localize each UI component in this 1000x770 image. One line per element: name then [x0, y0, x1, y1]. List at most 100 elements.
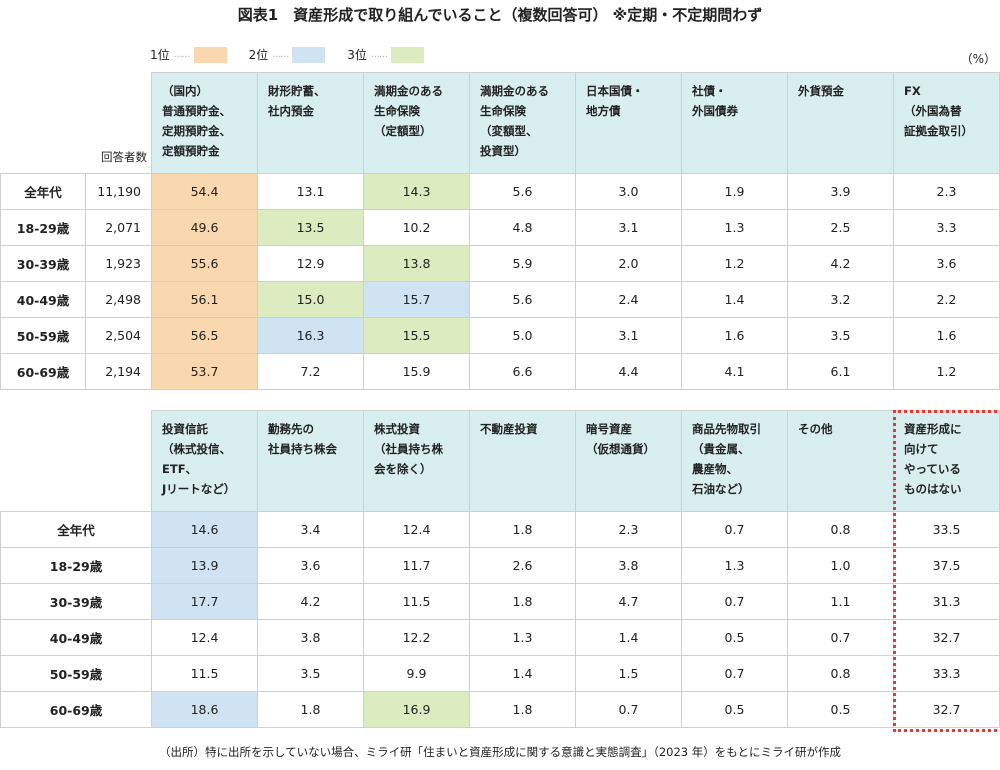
table-row: 50-59歳 2,504 56.5 16.3 15.5 5.0 3.1 1.6 3.5 1.6 — [0, 317, 1000, 354]
value-cell: 14.6 — [151, 511, 258, 548]
value-cell: 3.1 — [575, 209, 682, 246]
legend-swatch-green — [390, 46, 424, 63]
value-cell: 10.2 — [363, 209, 470, 246]
respondents-header: 回答者数 — [85, 72, 152, 174]
value-cell: 2.4 — [575, 281, 682, 318]
value-cell: 4.7 — [575, 583, 682, 620]
column-header: 満期金のある 生命保険 （定額型） — [363, 72, 470, 174]
value-cell: 3.3 — [893, 209, 1000, 246]
respondent-count: 2,194 — [85, 353, 152, 390]
column-header: 満期金のある 生命保険 （変額型、 投資型） — [469, 72, 576, 174]
value-cell: 1.8 — [469, 691, 576, 728]
table-row: 30-39歳 1,923 55.6 12.9 13.8 5.9 2.0 1.2 4.2 3.6 — [0, 245, 1000, 282]
value-cell: 1.5 — [575, 655, 682, 692]
value-cell: 4.2 — [257, 583, 364, 620]
table-row: 全年代 11,190 54.4 13.1 14.3 5.6 3.0 1.9 3.9 2.3 — [0, 173, 1000, 210]
row-label: 40-49歳 — [0, 281, 86, 318]
value-cell: 1.4 — [681, 281, 788, 318]
value-cell: 32.7 — [893, 619, 1000, 656]
column-header: その他 — [787, 410, 894, 512]
value-cell: 5.6 — [469, 173, 576, 210]
value-cell: 16.9 — [363, 691, 470, 728]
value-cell: 1.6 — [681, 317, 788, 354]
column-header: 株式投資 （社員持ち株 会を除く） — [363, 410, 470, 512]
value-cell: 1.4 — [575, 619, 682, 656]
value-cell: 5.0 — [469, 317, 576, 354]
value-cell: 3.6 — [257, 547, 364, 584]
table-row: 60-69歳 2,194 53.7 7.2 15.9 6.6 4.4 4.1 6.1 1.2 — [0, 353, 1000, 390]
value-cell: 49.6 — [151, 209, 258, 246]
row-label: 60-69歳 — [0, 353, 86, 390]
value-cell: 4.2 — [787, 245, 894, 282]
value-cell: 3.4 — [257, 511, 364, 548]
value-cell: 1.3 — [681, 209, 788, 246]
table-row: 50-59歳 11.5 3.5 9.9 1.4 1.5 0.7 0.8 33.3 — [0, 655, 1000, 692]
value-cell: 2.3 — [893, 173, 1000, 210]
column-header: FX （外国為替 証拠金取引） — [893, 72, 1000, 174]
row-label: 18-29歳 — [0, 209, 86, 246]
value-cell: 3.0 — [575, 173, 682, 210]
row-label: 50-59歳 — [0, 655, 152, 692]
value-cell: 1.1 — [787, 583, 894, 620]
value-cell: 56.5 — [151, 317, 258, 354]
value-cell: 1.2 — [893, 353, 1000, 390]
value-cell: 13.8 — [363, 245, 470, 282]
figure-title: 図表1 資産形成で取り組んでいること（複数回答可） ※定期・不定期問わず — [237, 6, 763, 24]
value-cell: 5.9 — [469, 245, 576, 282]
value-cell: 53.7 — [151, 353, 258, 390]
value-cell: 0.7 — [575, 691, 682, 728]
value-cell: 2.5 — [787, 209, 894, 246]
legend-item-2: 2位…… — [249, 46, 326, 63]
value-cell: 54.4 — [151, 173, 258, 210]
value-cell: 1.4 — [469, 655, 576, 692]
value-cell: 16.3 — [257, 317, 364, 354]
value-cell: 1.8 — [257, 691, 364, 728]
table-row: 30-39歳 17.7 4.2 11.5 1.8 4.7 0.7 1.1 31.3 — [0, 583, 1000, 620]
column-header: 投資信託 （株式投信、 ETF、 Jリートなど） — [151, 410, 258, 512]
row-label: 全年代 — [0, 173, 86, 210]
column-header: 財形貯蓄、 社内預金 — [257, 72, 364, 174]
respondent-count: 2,071 — [85, 209, 152, 246]
value-cell: 3.6 — [893, 245, 1000, 282]
value-cell: 3.5 — [257, 655, 364, 692]
value-cell: 31.3 — [893, 583, 1000, 620]
value-cell: 33.5 — [893, 511, 1000, 548]
value-cell: 0.5 — [681, 619, 788, 656]
table-2: 投資信託 （株式投信、 ETF、 Jリートなど） 勤務先の 社員持ち株会 株式投資 … — [0, 410, 1000, 728]
table-1: 回答者数 （国内） 普通預貯金、 定期預貯金、 定額預貯金 財形貯蓄、 社内預金 満期… — [0, 72, 1000, 390]
value-cell: 17.7 — [151, 583, 258, 620]
legend: 1位…… 2位…… 3位…… — [150, 46, 424, 63]
legend-swatch-blue — [292, 46, 326, 63]
value-cell: 55.6 — [151, 245, 258, 282]
legend-item-3: 3位…… — [347, 46, 424, 63]
value-cell: 1.2 — [681, 245, 788, 282]
value-cell: 1.9 — [681, 173, 788, 210]
value-cell: 15.9 — [363, 353, 470, 390]
legend-item-1: 1位…… — [150, 46, 227, 63]
value-cell: 3.8 — [575, 547, 682, 584]
respondent-count: 1,923 — [85, 245, 152, 282]
value-cell: 11.5 — [363, 583, 470, 620]
value-cell: 2.2 — [893, 281, 1000, 318]
row-label: 全年代 — [0, 511, 152, 548]
table-row: 18-29歳 13.9 3.6 11.7 2.6 3.8 1.3 1.0 37.5 — [0, 547, 1000, 584]
unit-label: （%） — [960, 52, 996, 66]
value-cell: 12.9 — [257, 245, 364, 282]
respondent-count: 2,498 — [85, 281, 152, 318]
value-cell: 0.7 — [681, 583, 788, 620]
row-label: 60-69歳 — [0, 691, 152, 728]
value-cell: 0.5 — [681, 691, 788, 728]
value-cell: 15.7 — [363, 281, 470, 318]
legend-label: 1位 — [150, 48, 170, 62]
value-cell: 15.0 — [257, 281, 364, 318]
column-header: 不動産投資 — [469, 410, 576, 512]
value-cell: 5.6 — [469, 281, 576, 318]
value-cell: 3.2 — [787, 281, 894, 318]
column-header: 外貨預金 — [787, 72, 894, 174]
value-cell: 1.0 — [787, 547, 894, 584]
row-label: 18-29歳 — [0, 547, 152, 584]
value-cell: 3.1 — [575, 317, 682, 354]
value-cell: 3.8 — [257, 619, 364, 656]
respondent-count: 11,190 — [85, 173, 152, 210]
value-cell: 0.7 — [681, 655, 788, 692]
